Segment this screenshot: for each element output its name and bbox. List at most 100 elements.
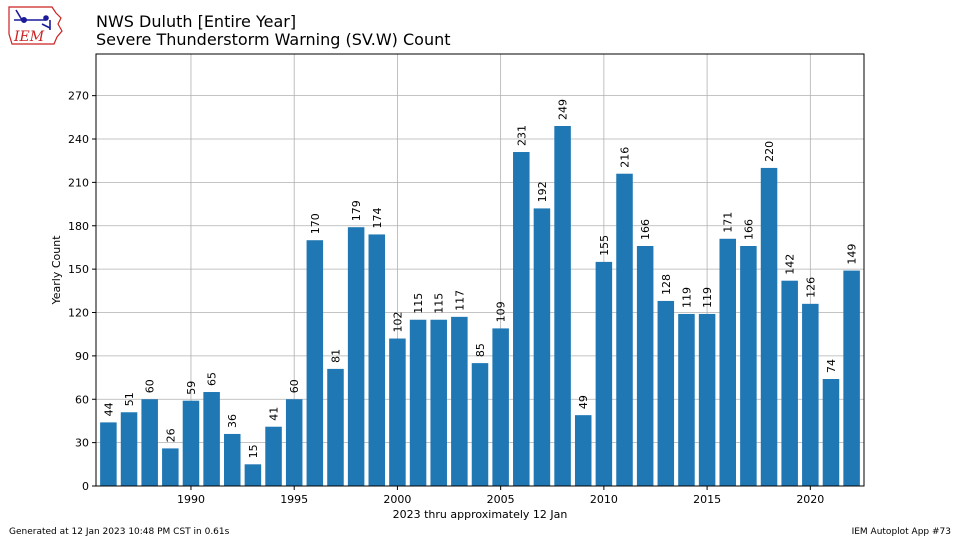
y-tick-label: 150 <box>68 263 89 276</box>
bar-value-label: 60 <box>144 379 157 393</box>
bar-value-label: 192 <box>536 181 549 202</box>
bar-value-label: 216 <box>619 147 632 168</box>
bar-value-label: 166 <box>742 219 755 240</box>
bar <box>409 319 427 486</box>
bar-value-label: 65 <box>206 372 219 386</box>
y-tick-label: 240 <box>68 133 89 146</box>
bar <box>141 399 158 486</box>
bar-value-label: 220 <box>763 141 776 162</box>
iem-logo: IEM <box>8 6 63 45</box>
bar-value-label: 44 <box>102 402 115 416</box>
bar-value-label: 85 <box>474 343 487 357</box>
bar <box>430 319 447 486</box>
x-tick-label: 2010 <box>590 493 618 506</box>
bar <box>471 363 489 486</box>
bar <box>781 280 798 486</box>
generated-footer: Generated at 12 Jan 2023 10:48 PM CST in… <box>9 527 230 537</box>
bar <box>616 173 633 486</box>
bar <box>203 392 220 486</box>
bar <box>451 316 468 486</box>
weather-symbol-icon <box>14 9 51 30</box>
x-tick-label: 2015 <box>693 493 721 506</box>
bar-value-label: 81 <box>329 349 342 363</box>
bar <box>698 313 716 486</box>
bar-value-label: 74 <box>825 359 838 373</box>
bar-value-label: 155 <box>598 235 611 256</box>
y-tick-label: 90 <box>75 350 89 363</box>
x-tick-label: 2000 <box>383 493 411 506</box>
bars <box>100 126 860 486</box>
y-axis-label: Yearly Count <box>50 235 63 306</box>
bar <box>719 238 736 486</box>
y-tick-label: 270 <box>68 90 89 103</box>
bar <box>182 400 200 486</box>
bar-value-label: 231 <box>515 125 528 146</box>
bar <box>822 379 840 486</box>
bar-value-label: 249 <box>557 99 570 120</box>
iowa-outline-icon <box>8 6 63 45</box>
bar-value-label: 115 <box>433 293 446 314</box>
bar-value-label: 119 <box>680 287 693 308</box>
bar-value-label: 171 <box>722 212 735 233</box>
bar-value-label: 170 <box>309 213 322 234</box>
y-tick-label: 30 <box>75 437 89 450</box>
plot-frame <box>95 53 865 487</box>
y-tick-label: 0 <box>82 480 89 493</box>
y-tick-label: 60 <box>75 393 89 406</box>
bar <box>513 152 530 486</box>
bar-value-label: 166 <box>639 219 652 240</box>
y-tick-label: 180 <box>68 220 89 233</box>
logo-text: IEM <box>13 29 45 45</box>
chart-subtitle: Severe Thunderstorm Warning (SV.W) Count <box>96 30 451 49</box>
bar <box>843 270 860 486</box>
bar-value-label: 102 <box>391 312 404 333</box>
bar-value-label: 119 <box>701 287 714 308</box>
axis-ticks: 0 30 60 90 120 150 180 210 240 270 1990 1995 2000 200… <box>68 90 824 506</box>
y-tick-label: 210 <box>68 176 89 189</box>
bar-value-label: 36 <box>226 414 239 428</box>
bar <box>636 246 654 486</box>
bar <box>533 208 551 486</box>
chart-title: NWS Duluth [Entire Year] <box>96 12 297 31</box>
bar-value-label: 26 <box>164 428 177 442</box>
bar <box>120 412 138 486</box>
bar <box>657 300 675 486</box>
bar <box>492 328 509 486</box>
bar-value-label: 15 <box>247 444 260 458</box>
y-tick-label: 120 <box>68 307 89 320</box>
bar-value-label: 174 <box>371 207 384 228</box>
bar-value-label: 59 <box>185 381 198 395</box>
bar <box>368 234 386 486</box>
x-tick-label: 1990 <box>177 493 205 506</box>
bar <box>740 246 757 486</box>
bar-value-label: 49 <box>577 395 590 409</box>
bar <box>162 448 179 486</box>
bar <box>678 313 695 486</box>
x-tick-label: 2005 <box>487 493 515 506</box>
bar-value-label: 115 <box>412 293 425 314</box>
bar-value-label: 142 <box>784 254 797 275</box>
bar-value-label: 60 <box>288 379 301 393</box>
bar-value-label: 41 <box>268 407 281 421</box>
bar-value-label: 109 <box>495 301 508 322</box>
bar-value-label: 149 <box>846 244 859 265</box>
bar <box>595 261 613 486</box>
bar <box>285 399 303 486</box>
bar-value-label: 126 <box>804 277 817 298</box>
bar-value-label: 179 <box>350 200 363 221</box>
bar-value-label: 51 <box>123 392 136 406</box>
x-axis-label: 2023 thru approximately 12 Jan <box>393 508 568 521</box>
bar <box>306 240 324 486</box>
data-labels: 44 51 60 26 59 65 36 15 41 60 170 81 179 174 102 115 115… <box>102 99 858 458</box>
x-tick-label: 2020 <box>796 493 824 506</box>
bar-value-label: 117 <box>453 290 466 311</box>
bar <box>760 167 778 486</box>
bar <box>802 303 819 486</box>
x-tick-label: 1995 <box>280 493 308 506</box>
bar <box>574 415 592 486</box>
bar <box>389 338 406 486</box>
bar <box>224 433 241 486</box>
app-footer: IEM Autoplot App #73 <box>851 527 951 537</box>
bar <box>265 426 282 486</box>
